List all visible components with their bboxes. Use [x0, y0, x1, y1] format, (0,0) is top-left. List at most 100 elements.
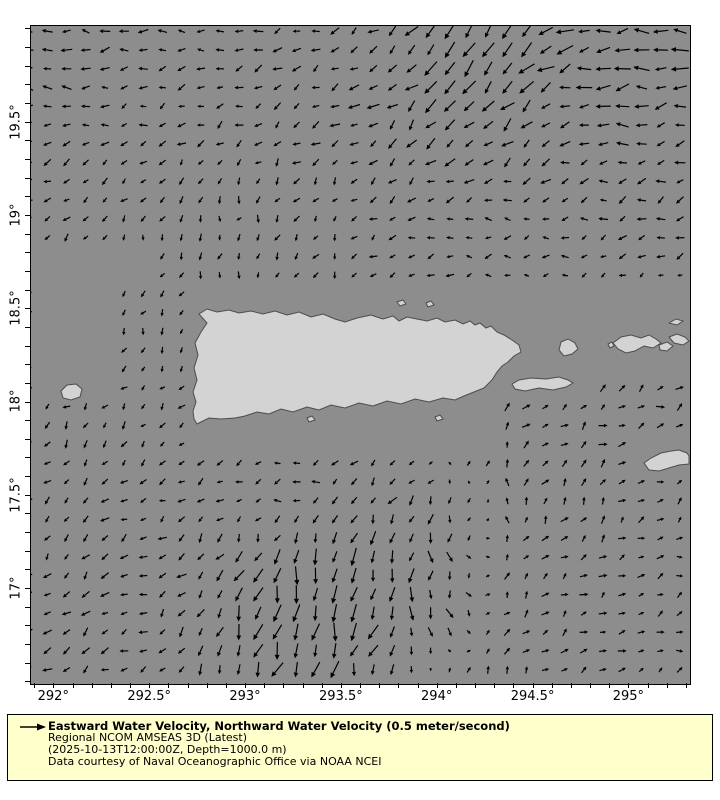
x-tick [475, 683, 477, 688]
y-tick [25, 457, 30, 459]
y-tick-label: 18° [8, 389, 24, 413]
x-tick [34, 683, 36, 688]
x-tick [647, 683, 649, 688]
land-islet_s2 [434, 414, 444, 422]
y-tick-label: 17.5° [8, 476, 24, 513]
x-tick [590, 683, 592, 688]
land-tortola [668, 333, 690, 346]
x-tick [628, 683, 630, 688]
x-tick [110, 683, 112, 688]
x-tick [340, 683, 342, 688]
y-tick-label: 19° [8, 203, 24, 227]
y-tick [25, 438, 30, 440]
x-tick [168, 683, 170, 688]
land-islet_n2 [425, 300, 435, 308]
x-tick [302, 683, 304, 688]
x-tick [570, 683, 572, 688]
y-tick-label: 19.5° [8, 103, 24, 140]
y-tick [25, 606, 30, 608]
land-islet_stt_w [607, 341, 615, 349]
x-tick-label: 292° [37, 689, 69, 704]
x-tick [53, 683, 55, 688]
x-tick [187, 683, 189, 688]
x-tick-label: 293° [229, 689, 261, 704]
y-tick [25, 420, 30, 422]
y-tick [25, 476, 30, 478]
y-tick [25, 644, 30, 646]
y-tick [25, 625, 30, 627]
y-tick [25, 233, 30, 235]
x-tick [264, 683, 266, 688]
land-culebra [558, 338, 579, 357]
x-tick-label: 294.5° [510, 689, 555, 704]
y-tick [25, 270, 30, 272]
land-mona [60, 383, 83, 401]
land-st_croix [643, 449, 690, 472]
x-tick [685, 683, 687, 688]
y-tick [25, 532, 30, 534]
y-tick [25, 550, 30, 552]
y-tick [25, 494, 30, 496]
y-tick [25, 569, 30, 571]
x-tick-label: 293.5° [319, 689, 363, 704]
legend-time-depth: (2025-10-13T12:00:00Z, Depth=1000.0 m) [48, 743, 287, 756]
y-tick [25, 121, 30, 123]
legend-title: Eastward Water Velocity, Northward Water… [48, 719, 510, 733]
x-tick [417, 683, 419, 688]
y-tick [25, 214, 30, 216]
x-tick [455, 683, 457, 688]
x-tick [72, 683, 74, 688]
x-tick [494, 683, 496, 688]
land-islet_s1 [306, 415, 316, 423]
x-tick-label: 292.5° [127, 689, 172, 704]
x-tick [551, 683, 553, 688]
y-tick [25, 364, 30, 366]
x-tick [513, 683, 515, 688]
x-tick [225, 683, 227, 688]
y-tick [25, 140, 30, 142]
land-islet_n1 [396, 299, 407, 307]
y-tick [25, 382, 30, 384]
y-tick [25, 681, 30, 683]
y-tick [25, 289, 30, 291]
x-tick [91, 683, 93, 688]
velocity-arrow-tails [31, 26, 689, 674]
y-tick [25, 401, 30, 403]
x-tick-label: 295° [612, 689, 645, 704]
x-tick [379, 683, 381, 688]
x-tick-label: 294° [421, 689, 453, 704]
x-tick [130, 683, 132, 688]
y-tick [25, 345, 30, 347]
y-tick [25, 84, 30, 86]
legend-box: Eastward Water Velocity, Northward Water… [7, 714, 713, 781]
y-tick [25, 662, 30, 664]
y-tick [25, 588, 30, 590]
land-anegada [667, 318, 685, 326]
x-tick [283, 683, 285, 688]
reference-vector-arrow-icon [20, 723, 46, 731]
vector-field-map [31, 26, 690, 679]
land-puerto_rico [192, 308, 522, 425]
y-tick-label: 17° [8, 576, 24, 600]
x-tick [532, 683, 534, 688]
y-tick [25, 326, 30, 328]
legend-dataset: Regional NCOM AMSEAS 3D (Latest) [48, 731, 247, 744]
x-tick [206, 683, 208, 688]
x-tick [149, 683, 151, 688]
legend-attribution: Data courtesy of Naval Oceanographic Off… [48, 755, 382, 768]
y-tick [25, 102, 30, 104]
x-tick [609, 683, 611, 688]
y-tick [25, 46, 30, 48]
y-tick [25, 28, 30, 30]
x-tick [666, 683, 668, 688]
land-st_john [658, 341, 674, 352]
y-tick [25, 308, 30, 310]
land-st_thomas [612, 334, 662, 354]
x-tick [398, 683, 400, 688]
y-tick [25, 65, 30, 67]
x-tick [360, 683, 362, 688]
y-tick-label: 18.5° [8, 290, 24, 326]
y-tick [25, 177, 30, 179]
y-tick [25, 252, 30, 254]
